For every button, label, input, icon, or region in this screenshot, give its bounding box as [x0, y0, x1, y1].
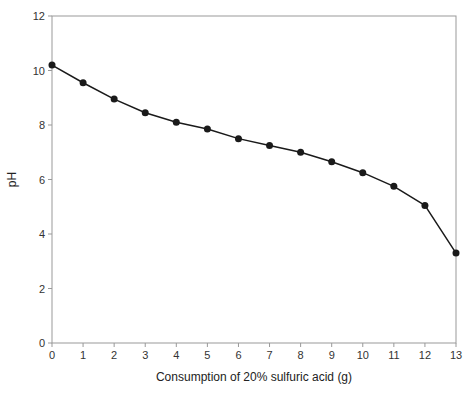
x-tick [176, 343, 177, 347]
x-tick-label: 1 [80, 349, 86, 361]
x-tick [83, 343, 84, 347]
data-point [297, 149, 304, 156]
x-tick-label: 4 [173, 349, 179, 361]
data-point [453, 250, 460, 257]
y-tick [48, 343, 52, 344]
x-tick-label: 5 [204, 349, 210, 361]
data-point [80, 79, 87, 86]
y-tick-label: 10 [33, 65, 45, 77]
x-tick-label: 10 [357, 349, 369, 361]
x-tick [52, 343, 53, 347]
x-tick-label: 0 [49, 349, 55, 361]
y-tick-label: 12 [33, 10, 45, 22]
x-tick-label: 8 [298, 349, 304, 361]
x-tick-label: 3 [142, 349, 148, 361]
y-tick [48, 288, 52, 289]
y-tick [48, 234, 52, 235]
x-tick-label: 9 [329, 349, 335, 361]
y-axis-label: pH [5, 172, 19, 187]
data-point [328, 158, 335, 165]
x-tick-label: 12 [419, 349, 431, 361]
x-tick-label: 6 [235, 349, 241, 361]
data-point [173, 119, 180, 126]
x-axis-label: Consumption of 20% sulfuric acid (g) [156, 370, 352, 384]
y-tick [48, 70, 52, 71]
x-tick [207, 343, 208, 347]
x-tick [300, 343, 301, 347]
x-tick-label: 2 [111, 349, 117, 361]
plot-area [49, 62, 460, 257]
x-tick-label: 11 [388, 349, 399, 361]
y-tick-label: 8 [39, 119, 45, 131]
x-tick [145, 343, 146, 347]
plot-frame [52, 16, 456, 343]
x-tick [424, 343, 425, 347]
data-point [111, 96, 118, 103]
y-tick [48, 125, 52, 126]
y-tick-label: 4 [39, 228, 45, 240]
data-point [142, 109, 149, 116]
data-point [235, 135, 242, 142]
data-point [390, 183, 397, 190]
x-tick [269, 343, 270, 347]
y-tick [48, 179, 52, 180]
x-tick-label: 13 [450, 349, 462, 361]
chart-container: 012345678910111213024681012Consumption o… [0, 0, 474, 393]
x-tick [393, 343, 394, 347]
x-tick [456, 343, 457, 347]
x-tick [238, 343, 239, 347]
data-point [266, 142, 273, 149]
data-line [52, 65, 456, 253]
data-point [359, 169, 366, 176]
x-tick [362, 343, 363, 347]
data-point [204, 126, 211, 133]
y-tick-label: 0 [39, 337, 45, 349]
y-tick-label: 2 [39, 283, 45, 295]
x-tick-label: 7 [266, 349, 272, 361]
data-point [49, 62, 56, 69]
y-tick-label: 6 [39, 174, 45, 186]
x-tick [331, 343, 332, 347]
chart: 012345678910111213024681012Consumption o… [0, 0, 474, 393]
data-point [421, 202, 428, 209]
y-tick [48, 16, 52, 17]
x-tick [114, 343, 115, 347]
